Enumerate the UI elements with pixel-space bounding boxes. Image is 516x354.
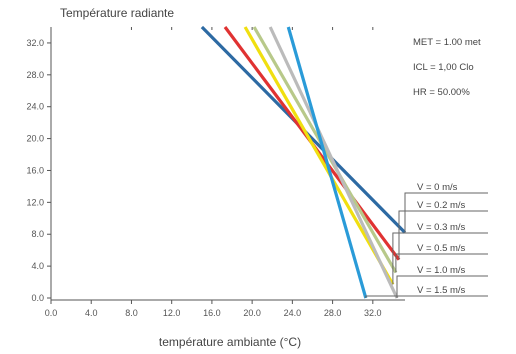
series-line-2 [243,26,395,286]
x-tick-label-2: 8.0 [125,308,138,318]
series-line-5 [286,26,368,299]
legend-connector-4 [396,275,488,298]
y-tick-label-1: 4.0 [31,261,44,271]
legend-label-2: V = 0.3 m/s [417,222,466,233]
legend-layer: V = 0 m/s V = 0.2 m/s V = 0.3 m/s V = 0.5 m… [365,182,488,298]
legend-label-3: V = 0.5 m/s [417,243,466,254]
series-line-4 [268,26,399,299]
y-tick-label-0: 0.0 [31,293,44,303]
legend-connector-3 [395,253,488,273]
series-layer [200,25,407,299]
y-tick-label-8: 32.0 [26,38,44,48]
y-tick-label-3: 12.0 [26,197,44,207]
y-tick-label-6: 24.0 [26,102,44,112]
legend-connector-5 [365,295,488,298]
x-axis-label: température ambiante (°C) [159,335,301,349]
y-tick-label-4: 16.0 [26,165,44,175]
legend-connector-0 [404,192,488,233]
x-tick-label-6: 24.0 [284,308,302,318]
annotation-1: ICL = 1,00 Clo [413,62,474,73]
chart-title: Température radiante [60,6,174,20]
legend-label-1: V = 0.2 m/s [417,200,466,211]
annotation-0: MET = 1.00 met [413,37,481,48]
legend-connector-2 [392,232,488,285]
legend-connector-1 [398,210,488,260]
legend-label-4: V = 1.0 m/s [417,265,466,276]
x-tick-label-3: 12.0 [163,308,181,318]
y-tick-label-5: 20.0 [26,134,44,144]
y-tick-label-2: 8.0 [31,229,44,239]
x-tick-label-7: 28.0 [324,308,342,318]
legend-label-5: V = 1.5 m/s [417,285,466,296]
x-tick-label-1: 4.0 [85,308,98,318]
x-tick-label-8: 32.0 [364,308,382,318]
ticks-layer: 0.0 4.0 8.0 12.0 16.0 20.0 24.0 28.0 32.0 0.0 4.0 8… [26,27,382,318]
annotation-2: HR = 50.00% [413,87,470,98]
legend-label-0: V = 0 m/s [417,182,458,193]
annotations-layer: MET = 1.00 met ICL = 1,00 Clo HR = 50.00% [413,37,481,98]
x-tick-label-4: 16.0 [203,308,221,318]
y-tick-label-7: 28.0 [26,70,44,80]
x-tick-label-5: 20.0 [243,308,261,318]
axes-layer [50,27,405,301]
x-tick-label-0: 0.0 [45,308,58,318]
